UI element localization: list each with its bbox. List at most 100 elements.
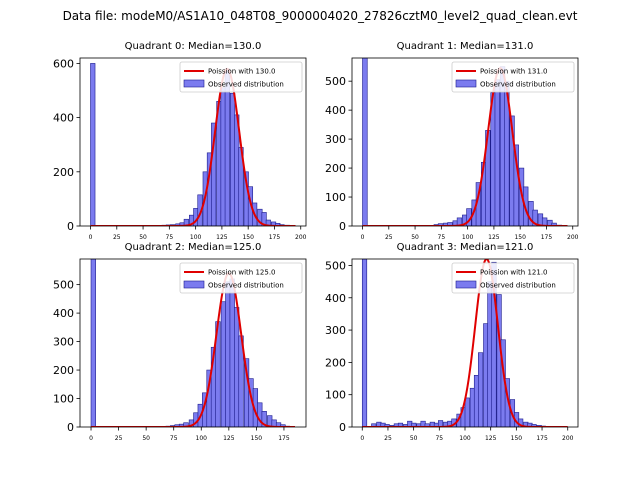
axes-frame [79,57,307,227]
legend-label-fit: Poission with 131.0 [480,68,548,76]
legend-box [179,262,303,294]
subplot-2: Quadrant 2: Median=125.0 0 25 50 75 100 125 150… [53,242,307,442]
x-tick-label: 75 [435,435,443,442]
x-tick-label: 150 [514,234,526,241]
histogram-bar [478,352,484,427]
x-tick-label: 0 [89,435,93,442]
x-tick-label: 200 [562,435,574,442]
x-tick-label: 200 [567,234,579,241]
x-tick-label: 25 [385,234,393,241]
histogram-bar [230,92,236,226]
x-tick-label: 125 [216,234,228,241]
x-tick-label: 175 [536,435,548,442]
y-tick-label: 600 [53,57,74,70]
histogram-bar [220,301,227,427]
subplot-title: Quadrant 0: Median=130.0 [125,41,262,52]
x-tick-label: 200 [295,234,307,241]
y-tick-label: 400 [325,292,346,305]
y-tick-label: 100 [53,393,74,406]
legend: Poission with 125.0 Observed distribution [179,262,303,294]
x-tick-label: 0 [360,435,364,442]
x-tick-label: 100 [462,234,474,241]
histogram-bar [532,209,538,226]
histogram-bar [494,79,500,226]
x-tick-label: 75 [438,234,446,241]
poisson-fit-line [91,272,295,427]
histogram-bar [220,87,226,226]
x-tick-label: 50 [139,234,147,241]
histogram-bar [211,122,217,226]
y-tick-label: 200 [53,166,74,179]
x-tick-label: 25 [113,234,121,241]
subplot-title: Quadrant 2: Median=125.0 [125,242,262,253]
subplot-0: Quadrant 0: Median=130.0 0 25 50 75 100 125 150… [53,41,307,241]
y-tick-label: 400 [53,112,74,125]
legend-bar-swatch [183,280,205,289]
subplot-title: Quadrant 1: Median=131.0 [397,41,534,52]
y-tick-label: 200 [325,162,346,175]
poisson-fit-line [90,67,296,226]
y-tick-label: 0 [67,421,74,434]
subplot-1: Quadrant 1: Median=131.0 0 25 50 75 100 125 150… [325,41,579,241]
y-tick-label: 300 [325,133,346,146]
y-tick-label: 500 [53,279,74,292]
y-tick-label: 300 [53,336,74,349]
subplot-3: Quadrant 3: Median=121.0 0 25 50 75 100 125 150… [325,242,579,442]
y-tick-label: 500 [325,75,346,88]
axes-frame [351,57,579,227]
legend-label-observed: Observed distribution [208,282,284,290]
plot-area [362,58,568,226]
poisson-fit-line [362,67,568,226]
y-tick-label: 200 [53,364,74,377]
x-tick-label: 100 [196,435,208,442]
x-tick-label: 50 [142,435,150,442]
legend-box [451,262,575,294]
figure-title: Data file: modeM0/AS1A10_048T08_90000040… [63,9,578,23]
histogram-bar [531,424,537,427]
legend-bar-swatch [455,79,477,88]
legend-label-observed: Observed distribution [480,282,556,290]
y-tick-label: 200 [325,356,346,369]
x-tick-label: 125 [223,435,235,442]
x-tick-label: 150 [511,435,523,442]
histogram-bar [491,261,497,427]
histogram-bar [90,63,96,226]
histogram-bar [183,422,189,427]
x-tick-label: 125 [485,435,497,442]
x-tick-label: 0 [89,234,93,241]
legend-box [179,61,303,93]
subplot-grid: Quadrant 0: Median=130.0 0 25 50 75 100 125 150… [53,41,579,442]
histogram-bar [229,278,235,427]
y-tick-label: 0 [339,220,346,233]
legend: Poission with 130.0 Observed distribution [179,61,303,93]
histogram-bar [551,222,557,226]
x-tick-label: 125 [488,234,500,241]
histogram-bar [90,259,96,427]
histogram-bar [447,222,453,226]
legend-box [451,61,575,93]
legend-label-fit: Poission with 125.0 [208,269,276,277]
legend: Poission with 121.0 Observed distribution [451,262,575,294]
x-tick-label: 100 [459,435,471,442]
x-tick-label: 50 [410,435,418,442]
y-tick-label: 400 [53,307,74,320]
y-tick-label: 400 [325,104,346,117]
x-tick-label: 50 [411,234,419,241]
x-tick-label: 75 [170,435,178,442]
x-tick-label: 175 [269,234,281,241]
histogram-bar [234,307,240,427]
subplot-title: Quadrant 3: Median=121.0 [397,242,534,253]
x-tick-label: 75 [166,234,174,241]
y-tick-label: 0 [339,421,346,434]
x-tick-label: 175 [541,234,553,241]
histogram-bar [384,424,390,427]
axes-frame [79,258,307,428]
histogram-bar [224,68,230,226]
histogram-bar [437,420,444,427]
legend: Poission with 131.0 Observed distribution [451,61,575,93]
legend-bar-swatch [183,79,205,88]
legend-bar-swatch [455,280,477,289]
histogram-bar [361,259,368,427]
x-tick-label: 100 [190,234,202,241]
